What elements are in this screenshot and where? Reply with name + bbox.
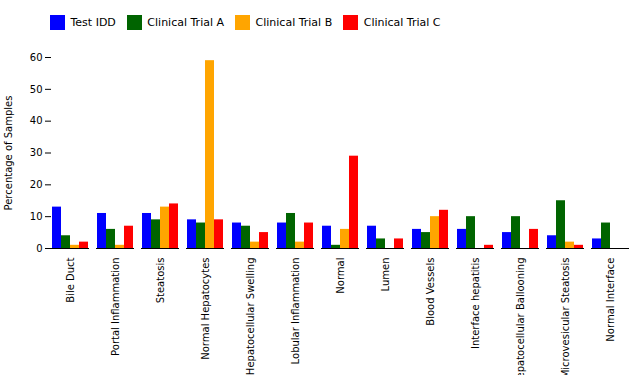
svg-text:40: 40 bbox=[30, 115, 43, 126]
svg-text:20: 20 bbox=[30, 179, 43, 190]
svg-text:60: 60 bbox=[30, 51, 43, 62]
svg-text:Bile Duct: Bile Duct bbox=[65, 257, 76, 302]
svg-text:0: 0 bbox=[36, 242, 42, 253]
svg-text:Microvesicular Steatosis: Microvesicular Steatosis bbox=[560, 257, 571, 375]
html-text:Clinical Trial A: Clinical Trial A bbox=[147, 16, 224, 29]
svg-text:Steatosis: Steatosis bbox=[155, 257, 166, 303]
svg-text:Normal Interface: Normal Interface bbox=[605, 257, 616, 341]
html-text:Clinical Trial B: Clinical Trial B bbox=[255, 16, 333, 29]
svg-text:10: 10 bbox=[30, 210, 43, 221]
svg-text:30: 30 bbox=[30, 147, 43, 158]
svg-text:Normal Hepatocytes: Normal Hepatocytes bbox=[200, 257, 211, 359]
svg-text:Normal: Normal bbox=[335, 257, 346, 293]
svg-text:Portal Inflammation: Portal Inflammation bbox=[110, 257, 121, 355]
svg-text:Lobular Inflammation: Lobular Inflammation bbox=[290, 257, 301, 364]
svg-text:Interface hepatitis: Interface hepatitis bbox=[470, 257, 481, 349]
svg-text:Hepatocellular Swelling: Hepatocellular Swelling bbox=[245, 257, 256, 375]
svg-text:Lumen: Lumen bbox=[380, 257, 391, 291]
html-text:Clinical Trial C: Clinical Trial C bbox=[363, 16, 441, 29]
svg-text:Blood Vessels: Blood Vessels bbox=[425, 257, 436, 325]
svg-text:Percentage of Samples: Percentage of Samples bbox=[3, 95, 14, 210]
svg-text:50: 50 bbox=[30, 83, 43, 94]
svg-text:Hepatocellular Ballooning: Hepatocellular Ballooning bbox=[515, 257, 526, 375]
html-text:Test IDD: Test IDD bbox=[70, 16, 116, 29]
